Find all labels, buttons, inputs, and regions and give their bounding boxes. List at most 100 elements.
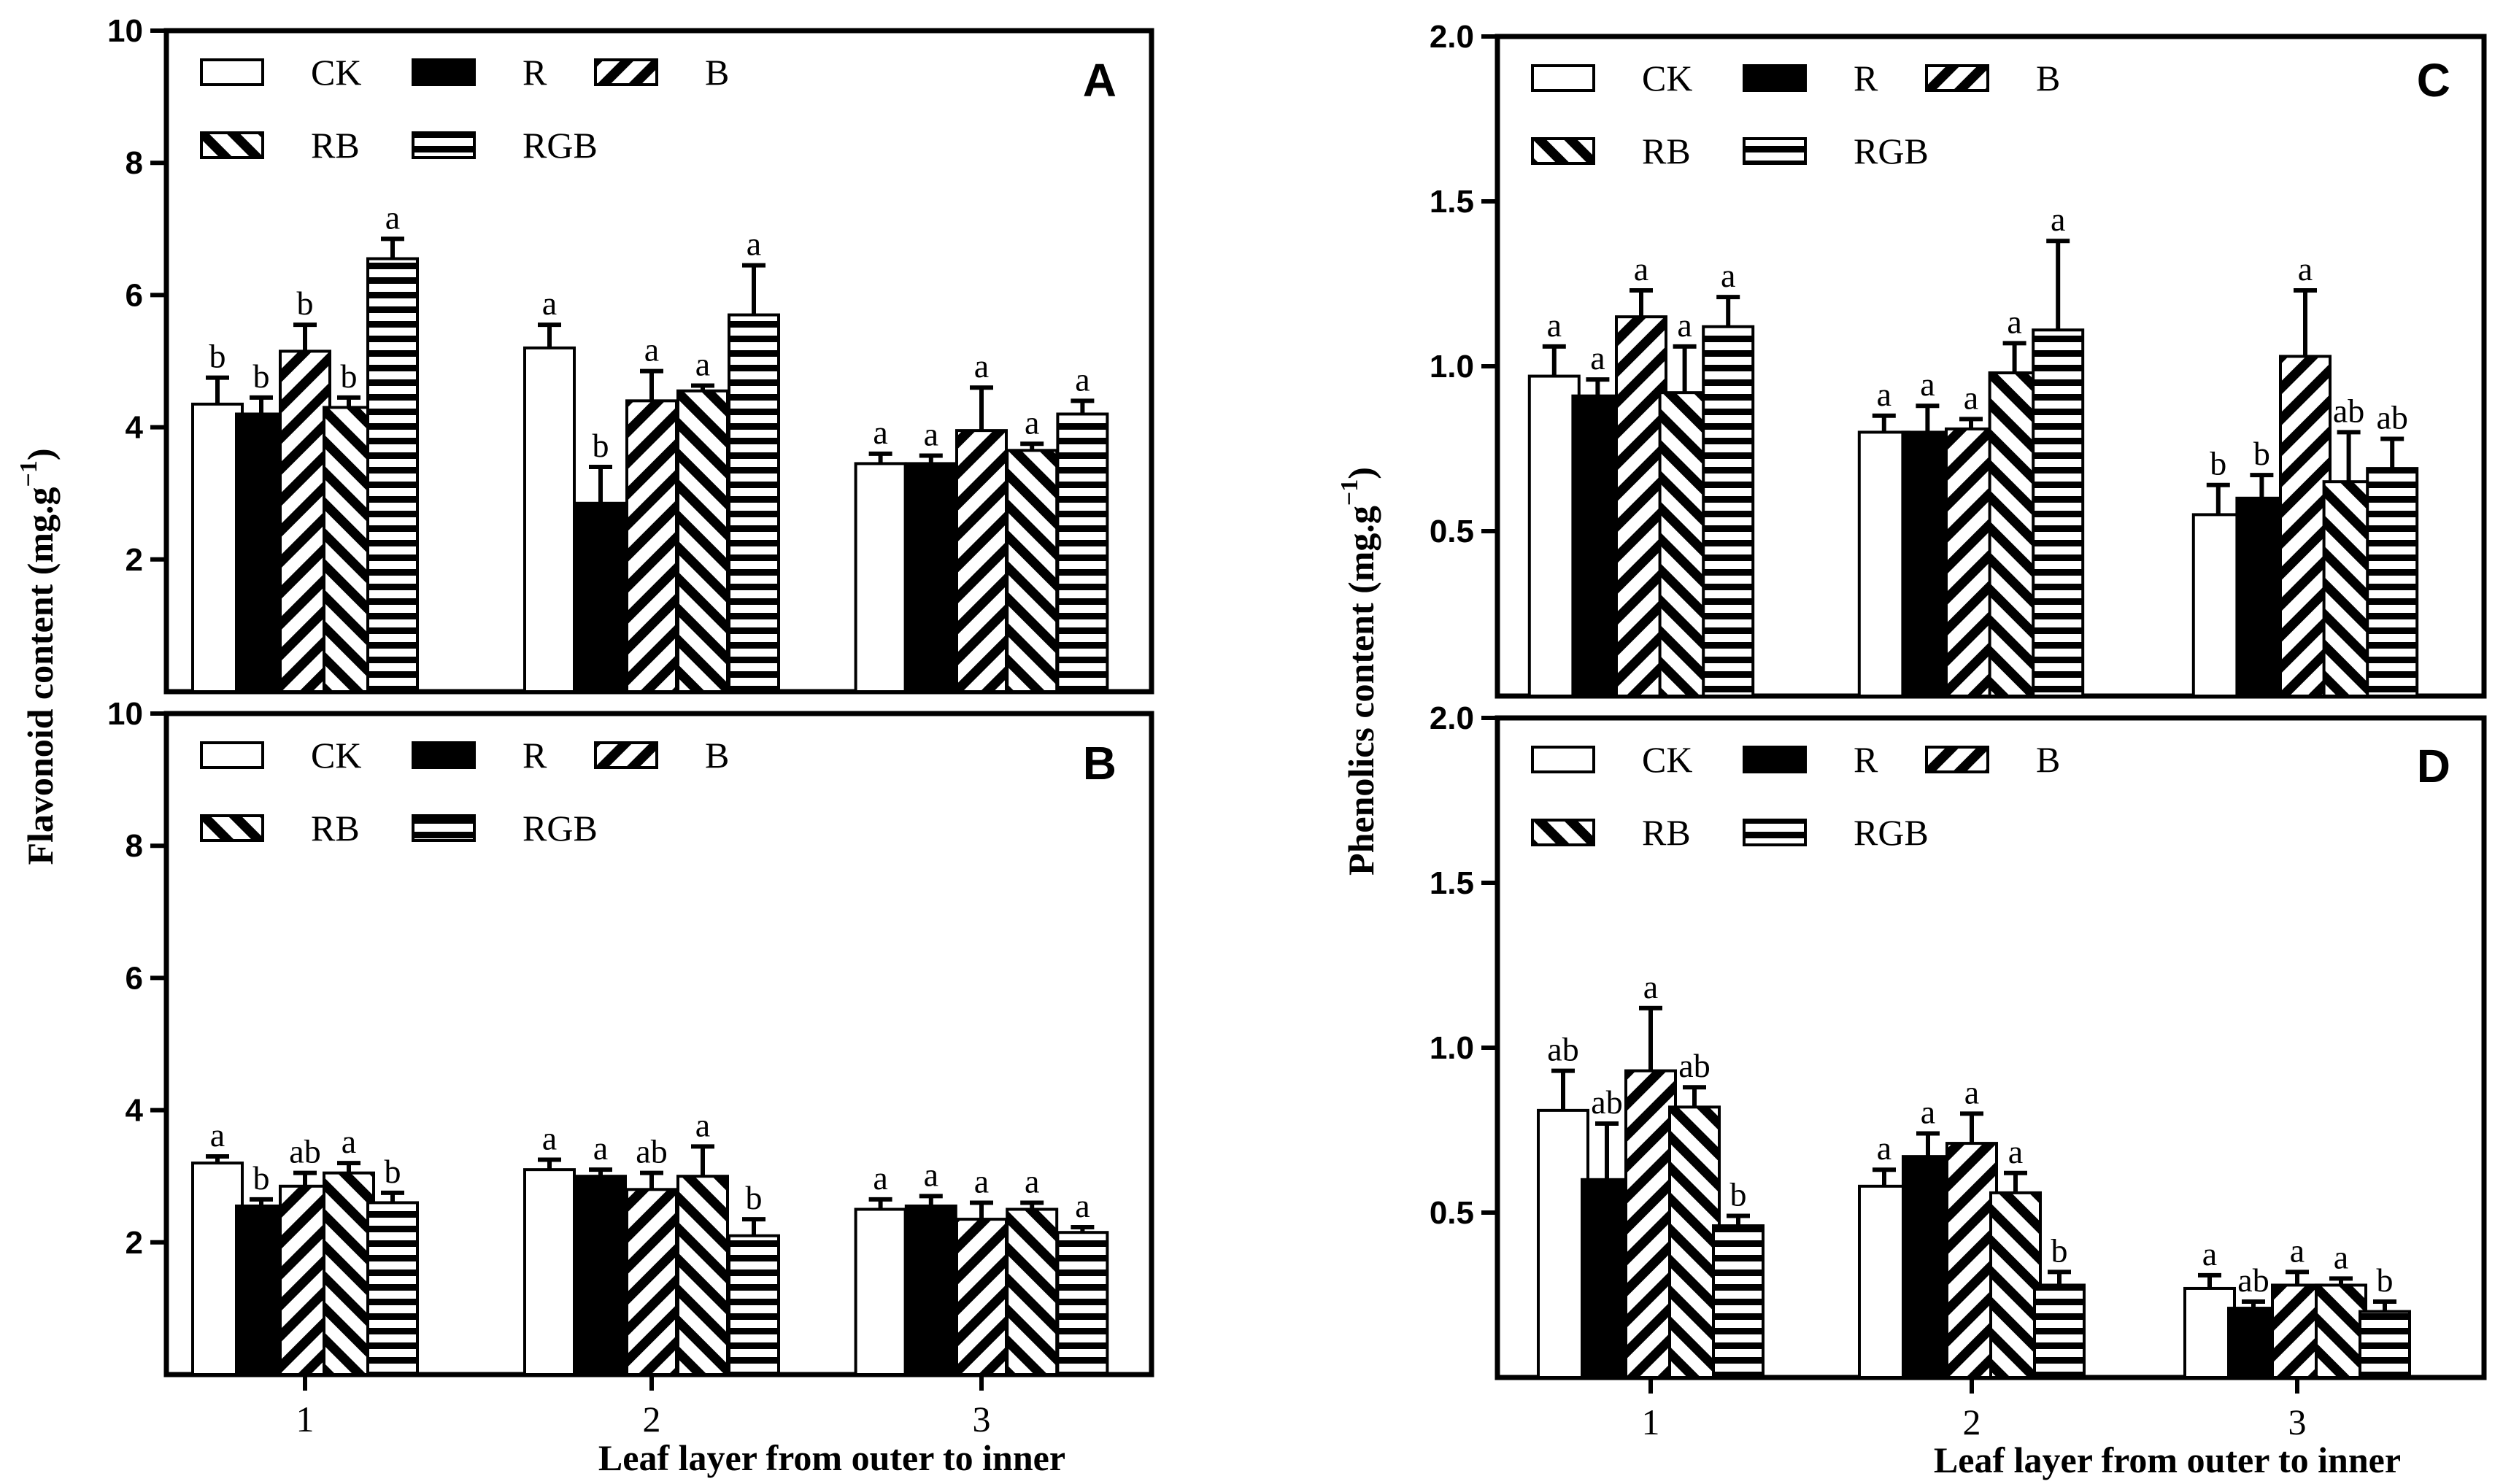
legend-label: R: [522, 52, 547, 93]
significance-letter: b: [341, 358, 358, 395]
legend: CK R BRB RGB: [1531, 58, 2060, 171]
y-tick-label: 10: [107, 696, 143, 732]
bar-rgb: [2366, 467, 2419, 697]
y-tick-label: 1.0: [1430, 1030, 1474, 1066]
significance-letter: a: [1634, 250, 1648, 287]
bar-rb: [1006, 449, 1059, 693]
significance-letter: a: [542, 1120, 557, 1157]
bar-b: [1624, 1069, 1677, 1379]
bar-rgb: [366, 257, 419, 693]
y-tick-label: 2.0: [1430, 700, 1474, 736]
y-tick-label: 2: [126, 1225, 143, 1261]
legend-label: RB: [1642, 131, 1691, 171]
legend-swatch-rgb: [412, 814, 476, 842]
significance-letter: a: [342, 1123, 356, 1160]
bar-rgb: [2359, 1310, 2411, 1379]
significance-letter: a: [385, 198, 400, 236]
significance-letter: a: [1643, 968, 1658, 1005]
legend-label: B: [2036, 58, 2060, 98]
bar-b: [955, 1218, 1008, 1376]
bar-rgb: [728, 1234, 780, 1376]
significance-letter: a: [2202, 1235, 2217, 1272]
legend-label: RGB: [522, 125, 598, 166]
bar-rgb: [2032, 328, 2085, 697]
legend-label: R: [522, 735, 547, 776]
significance-letter: a: [1877, 1129, 1891, 1167]
significance-letter: a: [1075, 1187, 1089, 1224]
significance-letter: b: [2377, 1261, 2394, 1299]
legend-swatch-b: [594, 741, 658, 769]
significance-letter: a: [1920, 366, 1935, 403]
significance-letter: a: [747, 225, 761, 263]
significance-letter: b: [253, 358, 270, 395]
bar-r: [235, 412, 288, 693]
panel-label: B: [1083, 737, 1116, 789]
legend-label: B: [705, 52, 729, 93]
y-tick-label: 4: [126, 1093, 144, 1129]
y-tick-label: 6: [126, 277, 143, 313]
legend-label: RB: [311, 125, 360, 166]
significance-letter: b: [385, 1153, 401, 1190]
legend: CK R BRB RGB: [200, 735, 729, 849]
bar-b: [2271, 1283, 2323, 1379]
significance-letter: a: [695, 1106, 710, 1143]
legend-swatch-b: [1925, 746, 1989, 773]
bar-rgb: [1712, 1224, 1765, 1379]
significance-letter: b: [746, 1179, 763, 1216]
legend-label: R: [1854, 58, 1878, 98]
legend-swatch-b: [594, 58, 658, 86]
x-tick-label: 3: [2288, 1402, 2307, 1442]
legend-swatch-rb: [200, 131, 264, 159]
bar-b: [625, 399, 678, 693]
bar-r: [574, 501, 627, 693]
significance-letter: b: [209, 338, 226, 375]
bar-r: [1902, 1155, 1954, 1380]
significance-letter: a: [1721, 257, 1735, 294]
bar-rb: [1668, 1105, 1721, 1379]
panel-label: D: [2417, 740, 2450, 792]
x-tick-label: 1: [1642, 1402, 1660, 1442]
significance-letter: ab: [2333, 392, 2364, 429]
y-tick-label: 8: [126, 828, 143, 864]
left-x-axis-title: Leaf layer from outer to inner: [598, 1437, 1065, 1478]
significance-letter: a: [974, 347, 989, 384]
legend-label: R: [1854, 739, 1878, 780]
bar-rgb: [2033, 1283, 2086, 1379]
x-tick-label: 2: [643, 1399, 661, 1439]
significance-letter: a: [2051, 201, 2065, 238]
bar-r: [904, 462, 957, 693]
significance-letter: a: [924, 416, 938, 453]
bar-r: [1901, 430, 1954, 698]
significance-letter: a: [1921, 1094, 1935, 1131]
bar-r: [235, 1204, 288, 1376]
significance-letter: a: [1025, 403, 1039, 441]
legend-label: RGB: [522, 808, 598, 849]
y-tick-label: 0.5: [1430, 514, 1474, 549]
legend-swatch-ck: [200, 58, 264, 86]
legend-label: CK: [311, 735, 361, 776]
legend-swatch-r: [1743, 746, 1807, 773]
significance-letter: a: [1677, 306, 1692, 344]
y-tick-label: 2: [126, 542, 143, 578]
panel-label: C: [2417, 54, 2450, 107]
bar-ck: [523, 1168, 576, 1376]
bar-ck: [191, 1162, 244, 1376]
y-tick-label: 1.0: [1430, 349, 1474, 384]
significance-letter: ab: [636, 1133, 667, 1170]
legend-label: CK: [1642, 58, 1692, 98]
legend-swatch-r: [412, 58, 476, 86]
bar-ck: [2191, 513, 2245, 698]
significance-letter: b: [297, 285, 314, 322]
significance-letter: a: [1877, 376, 1891, 413]
significance-letter: a: [2298, 250, 2313, 287]
legend-swatch-r: [1743, 64, 1807, 92]
bar-rb: [323, 406, 375, 693]
left-y-axis-title: Flavonoid content (mg.g−1): [15, 448, 61, 865]
bar-rb: [1006, 1207, 1059, 1376]
bar-b: [1945, 1142, 1998, 1379]
legend: CK R BRB RGB: [200, 52, 729, 166]
